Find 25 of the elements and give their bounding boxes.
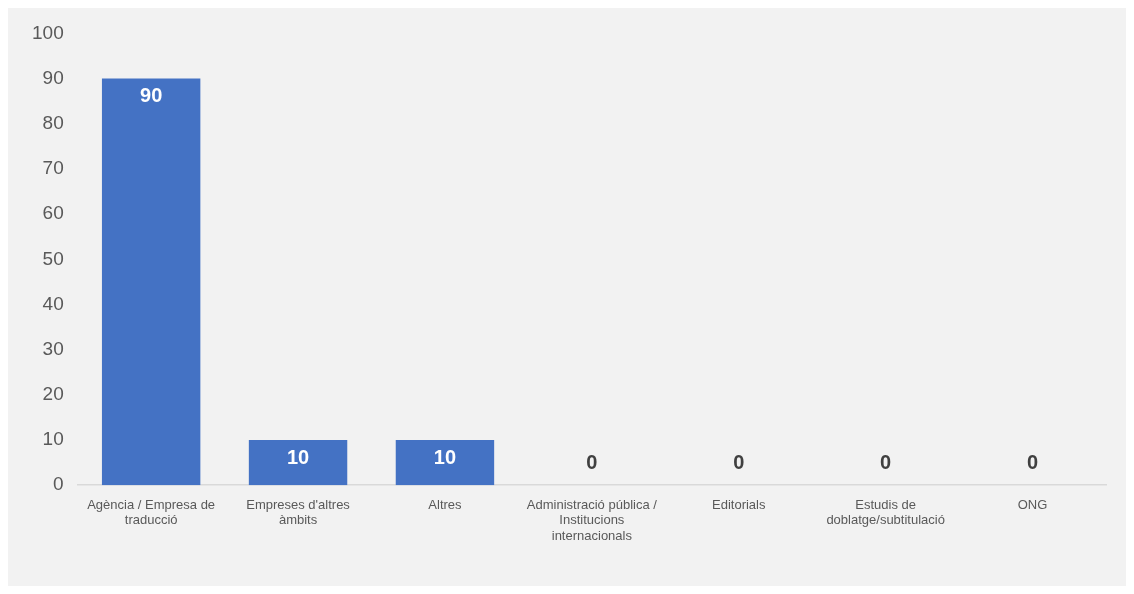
y-tick-label: 90 <box>42 66 64 88</box>
data-label: 10 <box>433 445 457 468</box>
data-label: 0 <box>880 450 892 473</box>
data-label: 0 <box>733 450 745 473</box>
y-tick-label: 100 <box>32 21 64 43</box>
y-tick-label: 0 <box>53 473 64 495</box>
y-tick-label: 80 <box>42 111 64 133</box>
y-tick-label: 50 <box>42 247 64 269</box>
data-label: 10 <box>286 445 310 468</box>
data-label: 0 <box>1026 450 1039 473</box>
y-tick-label: 10 <box>42 428 64 450</box>
x-tick-label: Agència / Empresa de traducció <box>87 496 216 528</box>
x-tick-label: Estudis de doblatge/subtitulació <box>826 496 945 528</box>
data-label: 0 <box>586 450 598 473</box>
x-tick-label: Editorials <box>712 496 766 512</box>
y-tick-label: 60 <box>42 202 64 224</box>
y-tick-label: 40 <box>42 292 64 314</box>
x-tick-label: Empreses d'altres àmbits <box>246 496 351 528</box>
x-tick-label: ONG <box>1017 496 1048 512</box>
y-tick-label: 30 <box>42 337 64 359</box>
y-tick-label: 70 <box>42 157 64 179</box>
x-tick-label: Altres <box>428 496 463 512</box>
y-tick-label: 20 <box>42 383 64 405</box>
x-tick-label: Administració pública / Institucions internacionals <box>526 496 658 543</box>
data-label: 90 <box>140 84 163 107</box>
